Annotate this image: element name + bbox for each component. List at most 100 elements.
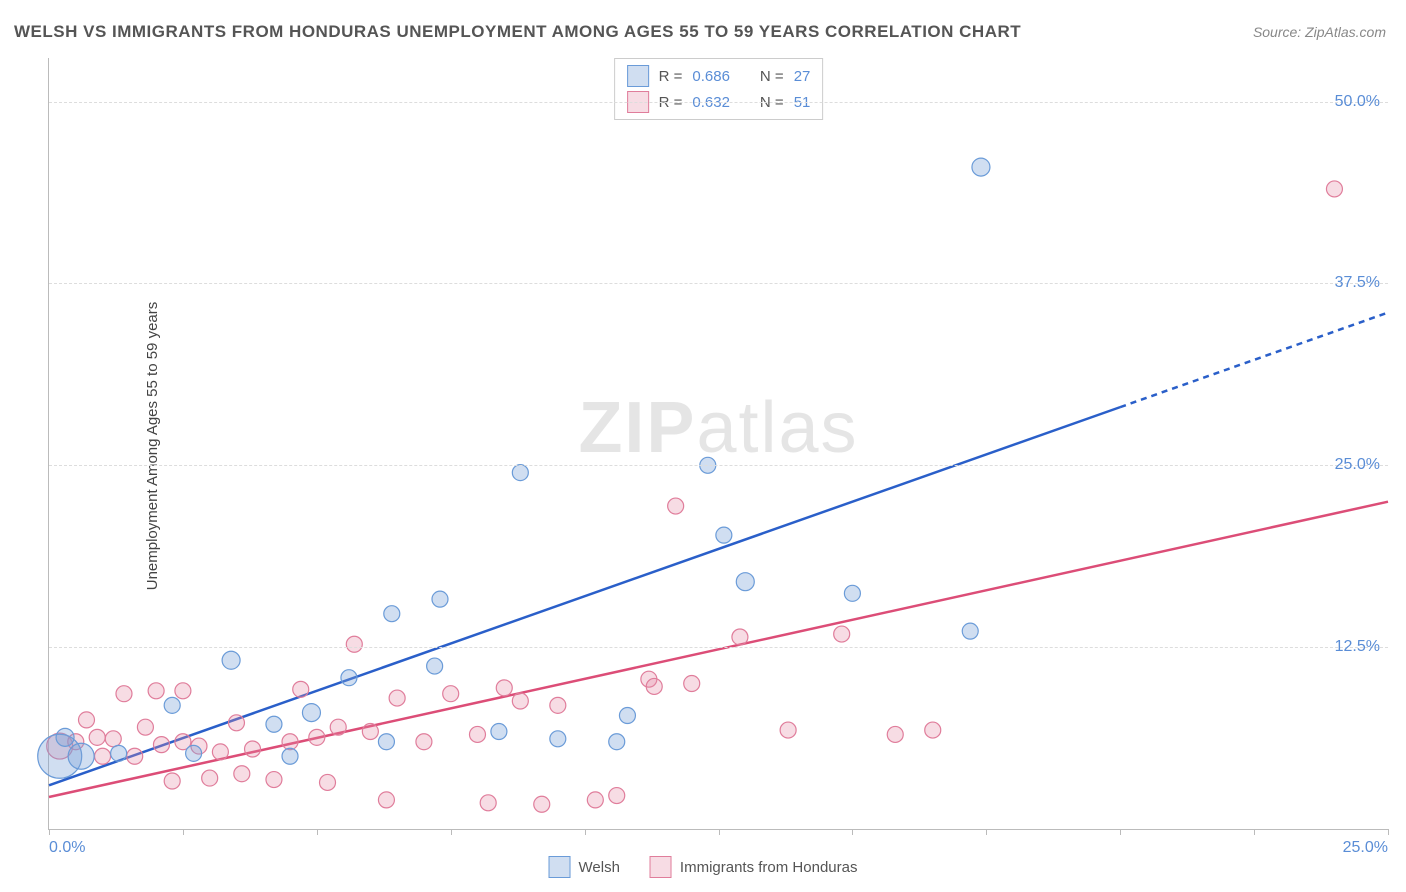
legend-series: Welsh Immigrants from Honduras xyxy=(549,856,858,878)
x-tick xyxy=(852,829,853,835)
scatter-point-welsh xyxy=(266,716,282,732)
scatter-point-honduras xyxy=(137,719,153,735)
scatter-point-honduras xyxy=(282,734,298,750)
scatter-point-honduras xyxy=(469,726,485,742)
legend-n-value: 27 xyxy=(794,68,811,85)
scatter-point-welsh xyxy=(186,745,202,761)
x-axis-max-label: 25.0% xyxy=(1343,839,1388,857)
x-tick xyxy=(183,829,184,835)
scatter-point-honduras xyxy=(175,683,191,699)
legend-stats-box: R =0.686N =27R =0.632N =51 xyxy=(614,58,824,120)
scatter-point-honduras xyxy=(212,744,228,760)
scatter-point-honduras xyxy=(780,722,796,738)
x-tick xyxy=(1388,829,1389,835)
scatter-point-honduras xyxy=(646,678,662,694)
x-tick xyxy=(317,829,318,835)
gridline xyxy=(49,102,1388,103)
scatter-point-honduras xyxy=(245,741,261,757)
scatter-point-honduras xyxy=(202,770,218,786)
scatter-point-honduras xyxy=(320,774,336,790)
scatter-point-welsh xyxy=(56,728,74,746)
scatter-point-honduras xyxy=(496,680,512,696)
scatter-point-honduras xyxy=(127,748,143,764)
legend-r-value: 0.686 xyxy=(692,68,730,85)
source-attribution: Source: ZipAtlas.com xyxy=(1253,24,1386,40)
scatter-point-honduras xyxy=(346,636,362,652)
x-tick xyxy=(451,829,452,835)
scatter-point-honduras xyxy=(887,726,903,742)
scatter-point-welsh xyxy=(962,623,978,639)
x-tick xyxy=(986,829,987,835)
scatter-point-welsh xyxy=(384,606,400,622)
scatter-point-welsh xyxy=(111,745,127,761)
x-tick xyxy=(585,829,586,835)
chart-svg xyxy=(49,58,1388,829)
scatter-point-honduras xyxy=(416,734,432,750)
legend-series-item: Welsh xyxy=(549,856,620,878)
scatter-point-welsh xyxy=(302,704,320,722)
chart-title: WELSH VS IMMIGRANTS FROM HONDURAS UNEMPL… xyxy=(14,22,1021,42)
scatter-point-honduras xyxy=(732,629,748,645)
scatter-point-welsh xyxy=(716,527,732,543)
scatter-point-honduras xyxy=(116,686,132,702)
y-tick-label: 37.5% xyxy=(1335,274,1380,292)
x-tick xyxy=(1120,829,1121,835)
scatter-point-honduras xyxy=(330,719,346,735)
scatter-point-honduras xyxy=(378,792,394,808)
scatter-point-welsh xyxy=(164,697,180,713)
x-axis-min-label: 0.0% xyxy=(49,839,85,857)
scatter-point-honduras xyxy=(609,788,625,804)
scatter-point-honduras xyxy=(834,626,850,642)
x-tick xyxy=(1254,829,1255,835)
scatter-point-welsh xyxy=(619,708,635,724)
legend-stats-row: R = 0.686 N = 27 xyxy=(627,63,811,89)
scatter-point-honduras xyxy=(512,693,528,709)
scatter-point-honduras xyxy=(309,729,325,745)
scatter-point-welsh xyxy=(491,724,507,740)
y-tick-label: 50.0% xyxy=(1335,93,1380,111)
gridline xyxy=(49,647,1388,648)
scatter-point-welsh xyxy=(427,658,443,674)
scatter-point-honduras xyxy=(1326,181,1342,197)
legend-swatch xyxy=(650,856,672,878)
scatter-point-honduras xyxy=(234,766,250,782)
scatter-point-honduras xyxy=(534,796,550,812)
scatter-point-honduras xyxy=(95,748,111,764)
x-tick xyxy=(49,829,50,835)
scatter-point-welsh xyxy=(736,573,754,591)
scatter-point-honduras xyxy=(668,498,684,514)
scatter-point-welsh xyxy=(282,748,298,764)
scatter-point-welsh xyxy=(222,651,240,669)
scatter-point-honduras xyxy=(389,690,405,706)
scatter-point-honduras xyxy=(228,715,244,731)
trend-line-welsh-extrap xyxy=(1120,313,1388,408)
scatter-point-honduras xyxy=(684,676,700,692)
scatter-point-welsh xyxy=(844,585,860,601)
legend-r-label: R = xyxy=(659,68,683,85)
gridline xyxy=(49,283,1388,284)
scatter-point-honduras xyxy=(550,697,566,713)
scatter-point-welsh xyxy=(972,158,990,176)
scatter-point-honduras xyxy=(925,722,941,738)
x-tick xyxy=(719,829,720,835)
scatter-point-welsh xyxy=(378,734,394,750)
scatter-point-welsh xyxy=(609,734,625,750)
y-tick-label: 12.5% xyxy=(1335,638,1380,656)
scatter-point-welsh xyxy=(550,731,566,747)
scatter-point-honduras xyxy=(148,683,164,699)
legend-n-label: N = xyxy=(760,68,784,85)
scatter-point-honduras xyxy=(587,792,603,808)
scatter-point-welsh xyxy=(512,465,528,481)
scatter-point-honduras xyxy=(78,712,94,728)
scatter-point-welsh xyxy=(341,670,357,686)
scatter-point-welsh xyxy=(68,743,94,769)
scatter-point-honduras xyxy=(293,681,309,697)
legend-series-label: Immigrants from Honduras xyxy=(680,859,858,876)
scatter-point-honduras xyxy=(362,724,378,740)
legend-series-label: Welsh xyxy=(579,859,620,876)
legend-swatch xyxy=(627,65,649,87)
scatter-point-honduras xyxy=(89,729,105,745)
scatter-point-honduras xyxy=(164,773,180,789)
scatter-point-welsh xyxy=(432,591,448,607)
scatter-point-honduras xyxy=(153,737,169,753)
